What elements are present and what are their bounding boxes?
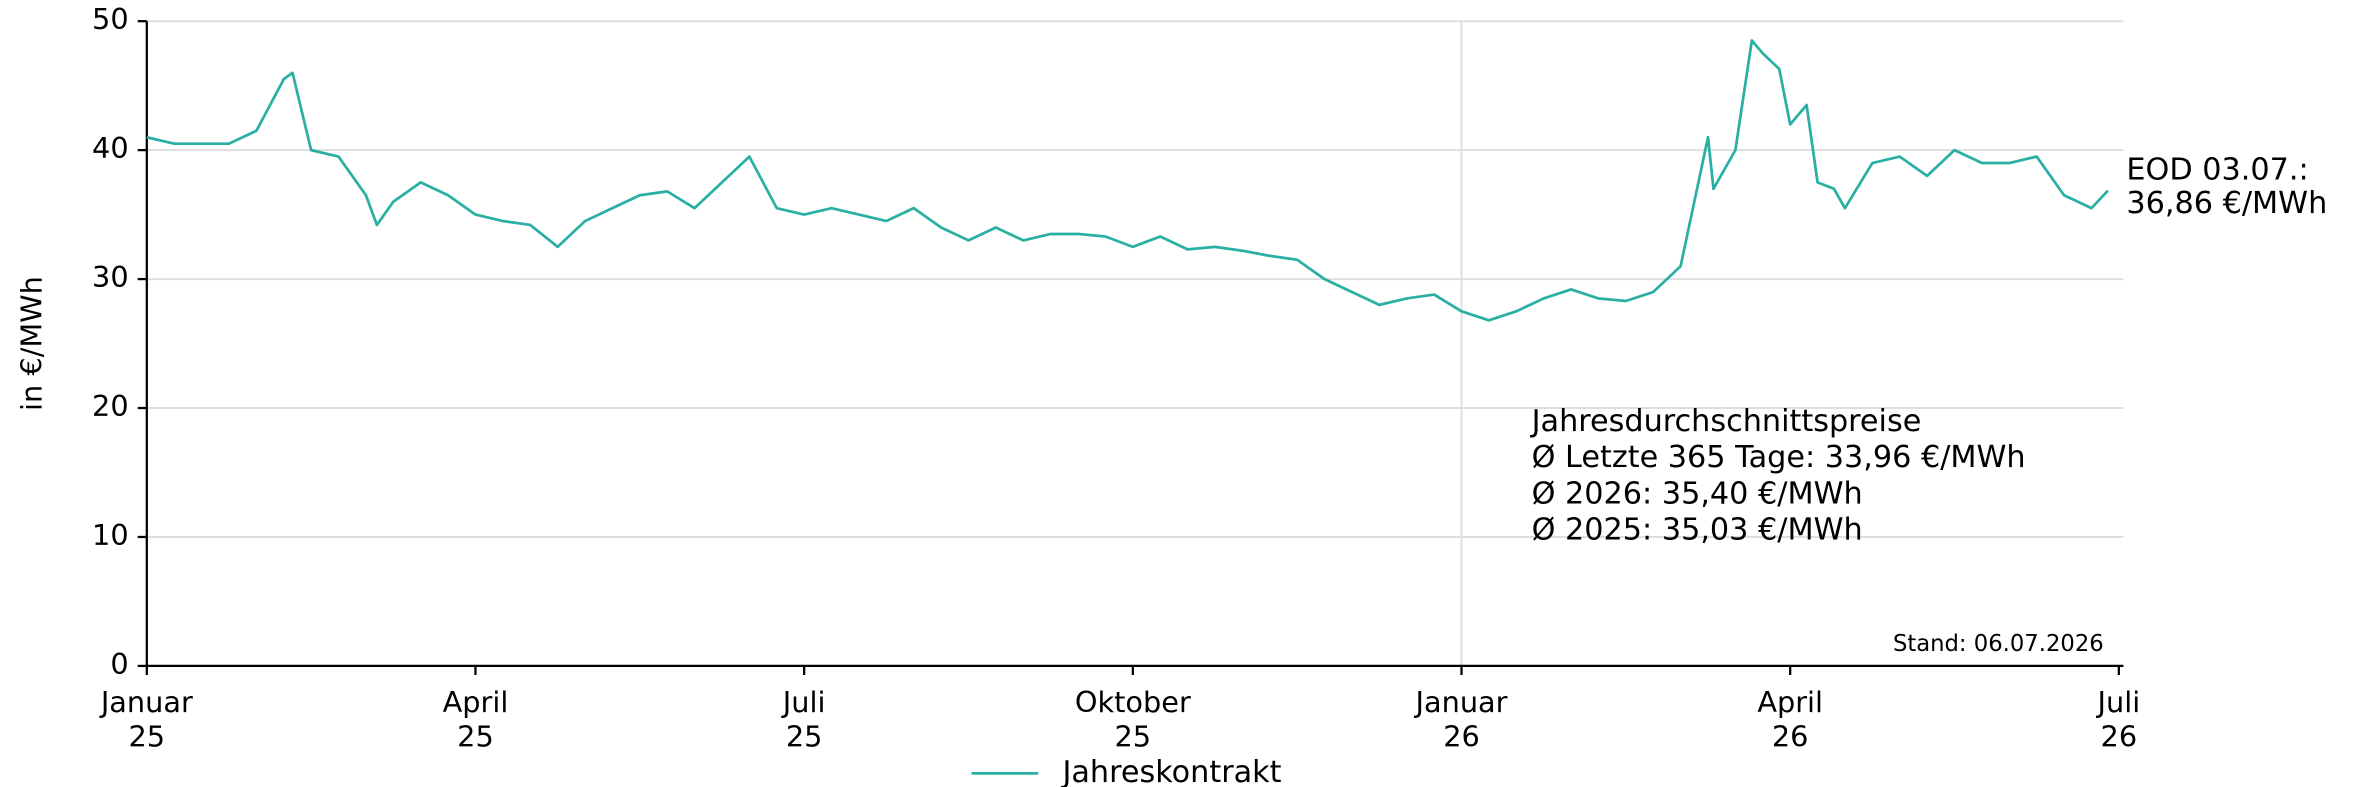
stand-text: Stand: 06.07.2026 (1893, 631, 2104, 657)
y-tick-label: 10 (92, 518, 129, 552)
x-tick-label: April 26 (1757, 685, 1823, 754)
x-tick-label-line: Juli (2096, 685, 2141, 719)
x-tick-label-line: April (443, 685, 509, 719)
y-tick-label: 40 (92, 131, 129, 165)
x-tick-label-line: Juli (781, 685, 826, 719)
x-tick-label-line: 25 (457, 720, 494, 754)
average-text: Ø Letzte 365 Tage: 33,96 €/MWh (1532, 440, 2026, 475)
x-tick-label-line: 26 (1772, 720, 1809, 754)
x-tick-label-line: 25 (786, 720, 823, 754)
eod-label: EOD 03.07.: (2126, 153, 2308, 188)
x-tick-label-line: April (1757, 685, 1823, 719)
y-tick-label: 30 (92, 260, 129, 294)
x-tick-label-line: 25 (129, 720, 166, 754)
y-tick-label: 50 (92, 2, 129, 36)
eod-value: 36,86 €/MWh (2126, 186, 2327, 221)
x-tick-label-line: Januar (99, 685, 193, 719)
average-text: Ø 2026: 35,40 €/MWh (1532, 476, 1863, 511)
x-tick-label: Juli 26 (2096, 685, 2141, 754)
x-tick-label-line: 25 (1115, 720, 1152, 754)
average-text: Ø 2025: 35,03 €/MWh (1532, 513, 1863, 548)
x-tick-label-line: Oktober (1075, 685, 1191, 719)
x-tick-label-line: Januar (1414, 685, 1508, 719)
x-tick-label-line: 26 (2101, 720, 2138, 754)
x-tick-label: Januar 26 (1414, 685, 1508, 754)
y-tick-label: 0 (110, 647, 128, 681)
legend-label: Jahreskontrakt (1060, 755, 1281, 787)
average-text: Jahresdurchschnittspreise (1530, 404, 1922, 439)
y-tick-label: 20 (92, 389, 129, 423)
x-tick-label: April 25 (443, 685, 509, 754)
x-tick-label: Oktober 25 (1075, 685, 1191, 754)
x-tick-label: Januar 25 (99, 685, 193, 754)
y-axis-label: in €/MWh (14, 276, 48, 411)
line (146, 39, 2109, 322)
x-tick-label: Juli 25 (781, 685, 826, 754)
x-tick-label-line: 26 (1443, 720, 1480, 754)
